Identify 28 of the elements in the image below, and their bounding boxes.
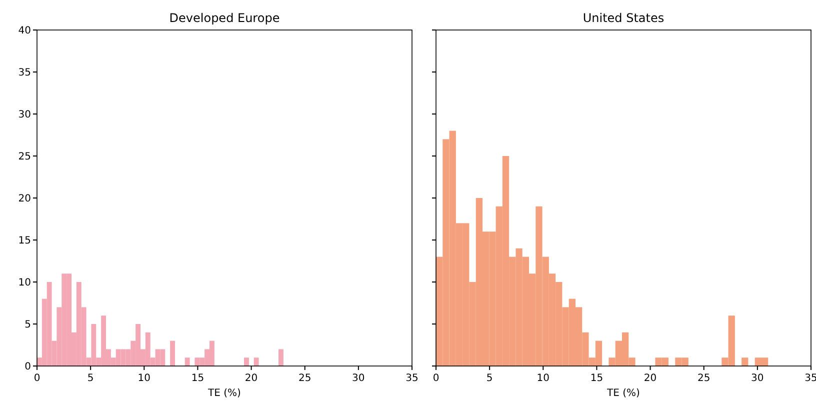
x-tick-label: 15	[191, 373, 204, 384]
x-tick-label: 0	[432, 373, 440, 384]
y-tick-label: 5	[24, 320, 31, 330]
y-tick-label: 25	[18, 152, 31, 162]
x-tick-label: 15	[590, 373, 604, 384]
chart-title: Developed Europe	[169, 11, 280, 25]
x-tick-label: 20	[644, 373, 657, 384]
x-tick-label: 25	[697, 373, 710, 384]
x-tick-label: 10	[536, 373, 550, 384]
x-tick-label: 30	[751, 373, 764, 384]
x-tick-label: 20	[244, 373, 258, 384]
x-axis-title: TE (%)	[207, 388, 242, 399]
y-tick-label: 0	[24, 362, 31, 372]
x-tick-label: 0	[34, 373, 40, 384]
x-axis-title: TE (%)	[606, 388, 640, 399]
x-tick-label: 5	[87, 373, 94, 384]
y-tick-label: 15	[18, 236, 31, 246]
x-tick-label: 35	[406, 373, 418, 384]
y-tick-label: 20	[18, 194, 31, 204]
y-tick-label: 35	[18, 68, 31, 78]
y-tick-label: 10	[18, 278, 31, 288]
x-tick-label: 10	[138, 373, 151, 384]
y-tick-label: 30	[18, 110, 31, 120]
x-tick-label: 30	[352, 373, 365, 384]
x-tick-label: 5	[486, 373, 493, 384]
x-tick-label: 25	[298, 373, 312, 384]
y-tick-label: 40	[18, 26, 31, 36]
chart-title: United States	[582, 11, 664, 25]
